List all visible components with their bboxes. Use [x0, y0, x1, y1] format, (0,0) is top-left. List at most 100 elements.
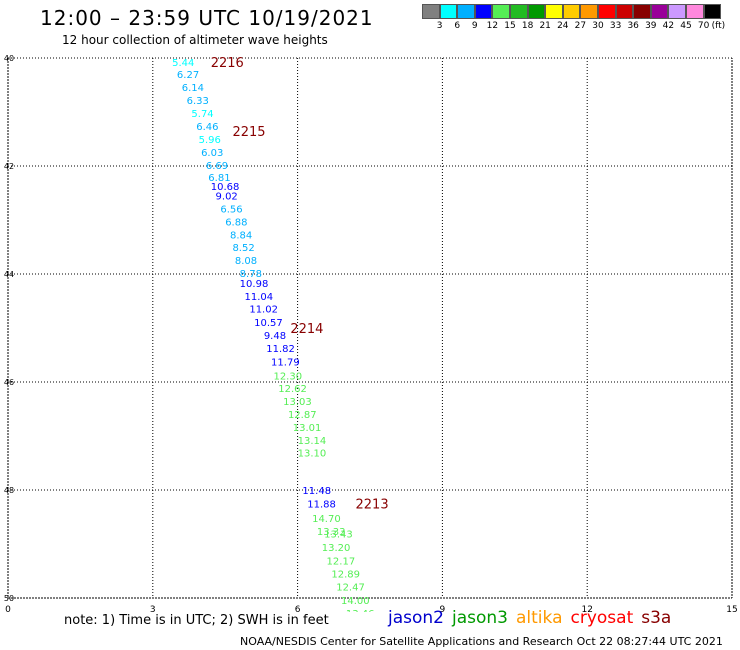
- wave-height-point: 13.46: [346, 609, 375, 612]
- colorbar-swatch: [615, 4, 634, 19]
- wave-height-point: 12.47: [336, 583, 365, 594]
- wave-height-point: 6.88: [225, 218, 247, 229]
- y-tick-label: 48: [4, 486, 14, 495]
- y-tick-label: 42: [4, 162, 14, 171]
- y-tick-label: 50: [4, 594, 14, 603]
- colorbar-swatch: [685, 4, 704, 19]
- satellite-legend: jason2 jason3 altika cryosat s3a: [388, 608, 679, 628]
- colorbar-swatch: [597, 4, 616, 19]
- colorbar-swatch: [633, 4, 651, 19]
- wave-height-point: 13.03: [283, 397, 312, 408]
- wave-height-point: 12.62: [278, 384, 307, 395]
- wave-height-point: 5.44: [172, 58, 194, 69]
- wave-height-point: 5.74: [191, 109, 213, 120]
- wave-height-point: 14.00: [341, 596, 370, 607]
- wave-height-point: 6.56: [220, 205, 242, 216]
- colorbar-label: 45: [680, 21, 692, 31]
- colorbar-label: 33: [609, 21, 622, 31]
- colorbar-swatch: [562, 4, 581, 19]
- colorbar-label: 12: [486, 21, 499, 31]
- wave-height-point: 12.17: [327, 557, 356, 568]
- chart-axis-ticks: 0 3 6 9 12 15 40 42 44 46 48 50: [4, 54, 738, 612]
- footer-credit: NOAA/NESDIS Center for Satellite Applica…: [240, 635, 723, 648]
- wave-height-point: 10.98: [240, 279, 269, 290]
- wave-height-point: 8.52: [232, 243, 254, 254]
- colorbar-swatch: [492, 4, 510, 19]
- wave-height-point: 8.78: [240, 269, 262, 280]
- wave-height-point: 6.27: [177, 70, 199, 81]
- colorbar-label: 36: [627, 21, 639, 31]
- colorbar-swatch: [422, 4, 440, 19]
- wave-height-point: 14.70: [312, 514, 341, 525]
- wave-height-point: 6.46: [196, 122, 218, 133]
- colorbar-swatch: [703, 4, 722, 19]
- colorbar-swatch: [580, 4, 598, 19]
- colorbar-label: 27: [574, 21, 587, 31]
- chart-data-points: 10.689.02 10.98 11.04 11.02 10.57 9.48 11.82 11…: [172, 58, 375, 612]
- colorbar-swatch: [668, 4, 686, 19]
- chart-grid: [7, 57, 733, 599]
- colorbar-swatch: [457, 4, 475, 19]
- wave-height-point: 13.14: [298, 436, 327, 447]
- wave-height-point: 11.88: [307, 500, 336, 511]
- colorbar-label: 3: [436, 21, 443, 31]
- wave-height-chart: 0 3 6 9 12 15 40 42 44 46 48 50 2216 2215 2214 2213 10…: [4, 54, 738, 612]
- pass-time-label: 2215: [232, 125, 265, 140]
- wave-height-point: 11.82: [266, 344, 295, 355]
- wave-height-point: 12.87: [288, 410, 317, 421]
- wave-height-point: 9.48: [264, 331, 286, 342]
- wave-height-point: 9.02: [216, 192, 238, 203]
- x-tick-label: 15: [726, 605, 737, 612]
- colorbar-labels: 3 6 9 12 15 18 21 24 27 30 33 36 39 42 45 70 (ft): [422, 21, 725, 35]
- wave-height-point: 6.81: [208, 173, 230, 184]
- wave-height-point: 6.33: [187, 96, 209, 107]
- wave-height-point: 8.08: [235, 256, 257, 267]
- pass-time-label: 2216: [211, 56, 244, 71]
- wave-height-point: 11.04: [245, 292, 274, 303]
- colorbar-swatch: [527, 4, 546, 19]
- y-tick-label: 40: [4, 54, 14, 63]
- colorbar-swatch: [474, 4, 493, 19]
- wave-height-point: 13.43: [324, 530, 353, 541]
- wave-height-point: 6.69: [206, 161, 228, 172]
- x-tick-label: 0: [5, 605, 11, 612]
- page-subtitle: 12 hour collection of altimeter wave hei…: [62, 33, 328, 47]
- legend-item-jason3: jason3: [452, 608, 508, 628]
- colorbar-label: 42: [662, 21, 675, 31]
- legend-item-cryosat: cryosat: [570, 608, 634, 628]
- pass-time-label: 2214: [290, 322, 323, 337]
- x-tick-label: 9: [440, 605, 446, 612]
- legend-item-altika: altika: [516, 608, 563, 628]
- colorbar-swatch: [650, 4, 669, 19]
- wave-height-point: 6.03: [201, 148, 223, 159]
- colorbar-label: 15: [504, 21, 516, 31]
- legend-item-jason2: jason2: [388, 608, 444, 628]
- wave-height-point: 13.01: [293, 423, 322, 434]
- page-title: 12:00 – 23:59 UTC 10/19/2021: [40, 6, 374, 30]
- x-tick-label: 6: [295, 605, 301, 612]
- y-tick-label: 44: [4, 270, 14, 279]
- colorbar-label: 6: [454, 21, 461, 31]
- colorbar-swatch: [545, 4, 563, 19]
- wave-height-point: 8.84: [230, 231, 252, 242]
- wave-height-point: 12.30: [273, 372, 302, 383]
- wave-height-point: 13.10: [298, 449, 327, 460]
- colorbar-swatches: [422, 4, 722, 19]
- pass-time-label: 2213: [356, 498, 389, 513]
- colorbar-swatch: [439, 4, 458, 19]
- y-tick-label: 46: [4, 378, 14, 387]
- colorbar-label: 30: [592, 21, 604, 31]
- colorbar-label: 21: [539, 21, 551, 31]
- x-tick-label: 3: [150, 605, 156, 612]
- wave-height-point: 13.33: [317, 527, 346, 538]
- colorbar-label: 9: [471, 21, 478, 31]
- colorbar-label: 24: [557, 21, 569, 31]
- chart-time-labels: 2216 2215 2214 2213: [211, 56, 389, 513]
- colorbar-unit: (ft): [711, 21, 726, 31]
- wave-height-point: 13.20: [322, 543, 351, 554]
- wave-height-point: 12.89: [331, 570, 360, 581]
- wave-height-point: 5.96: [199, 135, 221, 146]
- x-tick-label: 12: [581, 605, 592, 612]
- colorbar-label: 39: [645, 21, 657, 31]
- wave-height-point: 11.48: [302, 486, 331, 497]
